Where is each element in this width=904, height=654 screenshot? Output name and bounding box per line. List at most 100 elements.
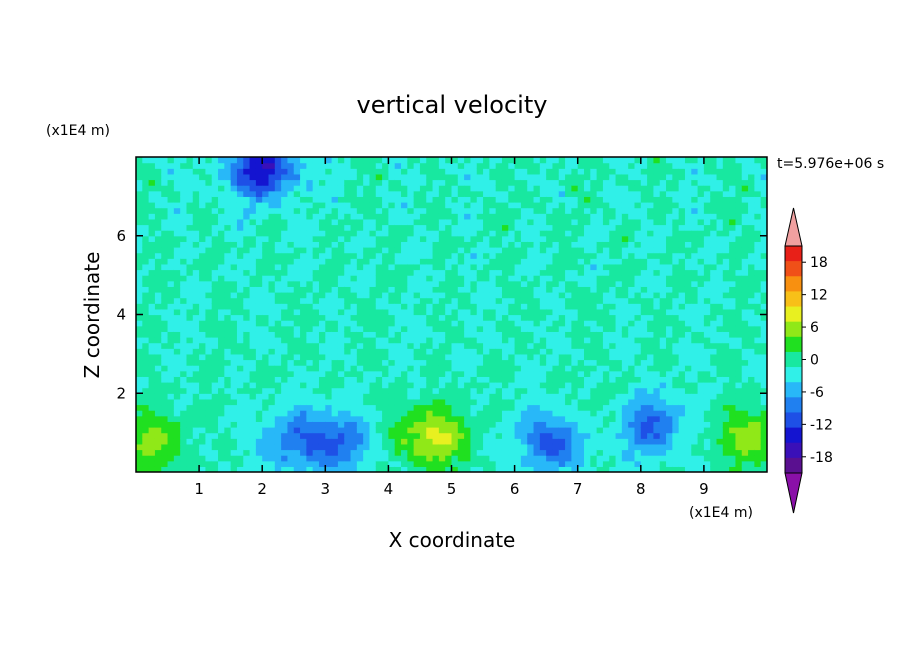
- field-cell: [565, 449, 572, 456]
- field-cell: [281, 173, 289, 181]
- field-cell: [180, 280, 188, 287]
- field-cell: [142, 275, 150, 282]
- field-cell: [520, 235, 528, 242]
- field-cell: [558, 252, 566, 259]
- field-cell: [136, 460, 143, 467]
- field-cell: [350, 353, 358, 361]
- field-cell: [470, 365, 478, 372]
- field-cell: [495, 382, 503, 389]
- field-cell: [407, 224, 415, 231]
- field-cell: [584, 376, 591, 383]
- field-cell: [476, 404, 484, 411]
- field-cell: [274, 342, 282, 349]
- field-cell: [337, 404, 345, 411]
- field-cell: [312, 415, 320, 422]
- field-cell: [419, 359, 427, 366]
- field-cell: [180, 320, 188, 327]
- field-cell: [224, 410, 232, 417]
- field-cell: [666, 359, 673, 366]
- field-cell: [382, 218, 389, 226]
- field-cell: [218, 314, 225, 321]
- field-cell: [565, 235, 572, 242]
- field-cell: [678, 320, 686, 327]
- field-cell: [464, 331, 472, 338]
- field-cell: [142, 185, 150, 192]
- field-cell: [192, 376, 200, 383]
- field-cell: [306, 207, 314, 214]
- field-cell: [628, 410, 636, 417]
- field-cell: [514, 275, 522, 282]
- field-cell: [325, 443, 333, 451]
- field-cell: [281, 275, 289, 282]
- field-cell: [344, 432, 352, 439]
- field-cell: [300, 263, 307, 271]
- field-cell: [470, 331, 478, 338]
- field-cell: [640, 247, 648, 254]
- field-cell: [539, 258, 547, 265]
- field-cell: [445, 337, 453, 344]
- field-cell: [192, 348, 200, 355]
- field-cell: [527, 224, 535, 231]
- field-cell: [419, 404, 427, 411]
- field-cell: [464, 365, 472, 372]
- field-cell: [337, 387, 345, 394]
- field-cell: [533, 460, 541, 467]
- field-cell: [577, 421, 585, 428]
- field-cell: [300, 359, 307, 366]
- field-cell: [647, 235, 655, 242]
- field-cell: [659, 314, 667, 321]
- field-cell: [173, 353, 181, 361]
- field-cell: [691, 247, 699, 254]
- field-cell: [647, 286, 655, 293]
- field-cell: [426, 241, 434, 248]
- field-cell: [558, 455, 566, 462]
- field-cell: [199, 398, 207, 406]
- field-cell: [577, 286, 585, 293]
- field-cell: [306, 415, 314, 422]
- field-cell: [621, 320, 629, 327]
- field-cell: [457, 370, 465, 377]
- field-cell: [621, 269, 629, 276]
- field-cell: [148, 387, 156, 394]
- field-cell: [445, 370, 453, 377]
- chart-title: vertical velocity: [357, 91, 548, 119]
- field-cell: [438, 404, 446, 411]
- field-cell: [186, 286, 194, 293]
- field-cell: [186, 359, 194, 366]
- field-cell: [382, 365, 389, 372]
- field-cell: [691, 168, 699, 175]
- field-cell: [565, 190, 572, 197]
- field-cell: [527, 325, 535, 332]
- field-cell: [647, 275, 655, 282]
- field-cell: [527, 443, 535, 451]
- field-cell: [287, 202, 295, 209]
- field-cell: [457, 247, 465, 254]
- field-cell: [527, 460, 535, 467]
- field-cell: [375, 382, 383, 389]
- field-cell: [691, 353, 699, 361]
- field-cell: [596, 320, 604, 327]
- field-cell: [419, 325, 427, 332]
- field-cell: [628, 337, 636, 344]
- field-cell: [565, 342, 572, 349]
- field-cell: [268, 387, 276, 394]
- field-cell: [173, 185, 181, 192]
- field-cell: [148, 410, 156, 417]
- field-cell: [186, 230, 194, 237]
- field-cell: [388, 213, 396, 220]
- field-cell: [413, 455, 421, 462]
- field-cell: [457, 466, 465, 472]
- field-cell: [287, 370, 295, 377]
- field-cell: [394, 365, 402, 372]
- field-cell: [407, 303, 415, 310]
- field-cell: [300, 353, 307, 361]
- field-cell: [571, 376, 579, 383]
- field-cell: [584, 190, 591, 197]
- field-cell: [224, 398, 232, 406]
- field-cell: [520, 275, 528, 282]
- field-cell: [634, 376, 642, 383]
- field-cell: [388, 331, 396, 338]
- field-cell: [451, 449, 459, 456]
- field-cell: [142, 382, 150, 389]
- field-cell: [640, 455, 648, 462]
